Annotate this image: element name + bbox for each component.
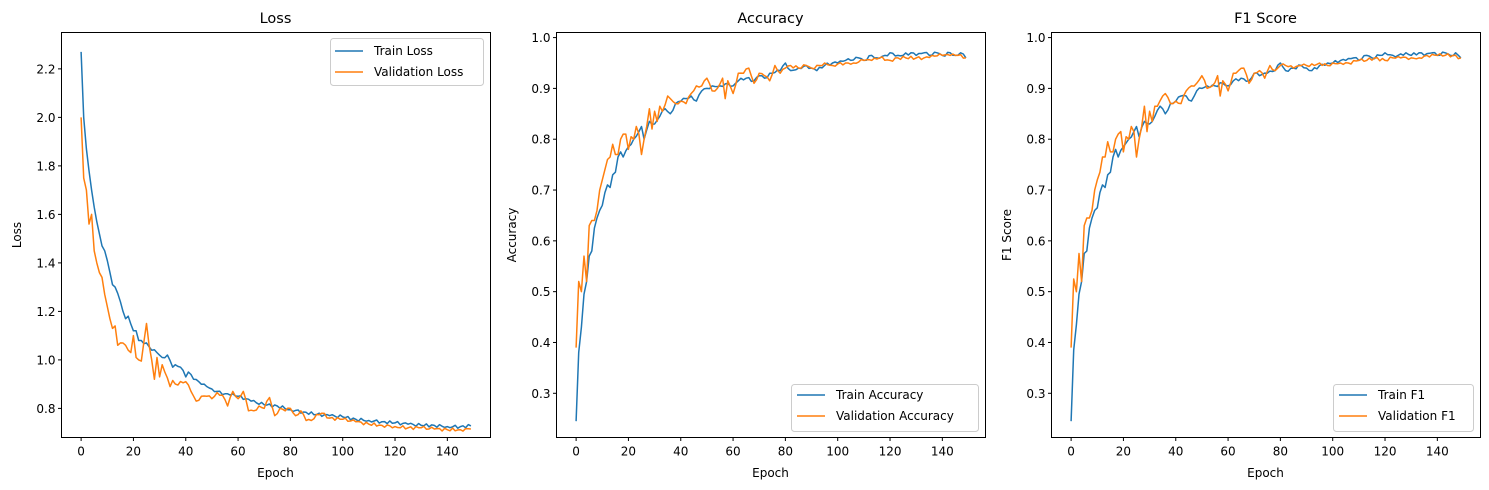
y-tick-label: 1.6 [36,208,55,222]
y-tick-label: 0.5 [1026,285,1045,299]
x-tick-label: 40 [178,445,193,459]
y-tick-label: 0.3 [1026,387,1045,401]
panel-title-f1: F1 Score [1234,11,1297,27]
loss-legend: Train Loss Validation Loss [330,38,484,86]
loss-legend-box [330,38,484,86]
y-tick-label: 0.8 [36,402,55,416]
x-tick-label: 0 [572,445,580,459]
f1-y-label: F1 Score [1000,209,1014,261]
x-tick-label: 60 [1220,445,1235,459]
y-tick-label: 1.0 [531,31,550,45]
panel-title-loss: Loss [260,11,292,27]
x-tick-label: 0 [1067,445,1075,459]
accuracy-y-ticks: 0.3 0.4 0.5 0.6 0.7 0.8 0.9 1.0 [531,31,557,401]
y-tick-label: 0.8 [1026,133,1045,147]
y-tick-label: 0.7 [1026,184,1045,198]
x-tick-label: 20 [126,445,141,459]
loss-legend-train-label: Train Loss [373,44,433,58]
x-tick-label: 140 [931,445,954,459]
f1-legend-val-label: Validation F1 [1378,409,1456,423]
f1-plot-area [1070,51,1462,422]
y-tick-label: 0.8 [531,133,550,147]
y-tick-label: 0.6 [1026,234,1045,248]
loss-y-ticks: 0.8 1.0 1.2 1.4 1.6 1.8 2.0 2.2 [36,62,62,416]
x-tick-label: 20 [1116,445,1131,459]
loss-y-label: Loss [10,222,24,248]
y-tick-label: 1.0 [1026,31,1045,45]
accuracy-legend-box [791,384,979,432]
y-tick-label: 0.6 [531,234,550,248]
loss-x-ticks: 0 20 40 60 80 100 120 140 [77,437,459,459]
y-tick-label: 1.0 [36,353,55,367]
x-tick-label: 140 [1426,445,1449,459]
x-tick-label: 60 [230,445,245,459]
accuracy-x-ticks: 0 20 40 60 80 100 120 140 [572,437,954,459]
y-tick-label: 1.2 [36,305,55,319]
y-tick-label: 0.4 [531,336,550,350]
series-line-train-loss [80,51,472,429]
y-tick-label: 0.7 [531,184,550,198]
panel-title-accuracy: Accuracy [737,11,804,27]
x-tick-label: 40 [673,445,688,459]
y-tick-label: 2.0 [36,111,55,125]
series-line-validation-loss [80,117,471,432]
series-line-train-f1 [1070,51,1462,422]
x-tick-label: 80 [778,445,793,459]
panel-accuracy: Accuracy 0 20 40 60 80 100 120 140 0.3 0.4 0.5 0.6… [505,11,986,480]
x-tick-label: 100 [826,445,849,459]
accuracy-y-label: Accuracy [505,208,519,263]
y-tick-label: 0.4 [1026,336,1045,350]
panel-f1-score: F1 Score 0 20 40 60 80 100 120 140 0.3 0.4 0.5 0.6… [1000,11,1481,480]
x-tick-label: 20 [621,445,636,459]
series-line-train-accuracy [575,51,967,422]
series-line-validation-accuracy [575,53,966,348]
y-tick-label: 0.9 [531,82,550,96]
f1-x-ticks: 0 20 40 60 80 100 120 140 [1067,437,1449,459]
loss-plot-area [80,51,472,432]
loss-axes-frame [61,32,491,438]
x-tick-label: 80 [1273,445,1288,459]
y-tick-label: 0.3 [531,387,550,401]
loss-legend-val-label: Validation Loss [374,65,463,79]
x-tick-label: 100 [331,445,354,459]
f1-legend-train-label: Train F1 [1377,388,1425,402]
accuracy-plot-area [575,51,967,422]
accuracy-legend: Train Accuracy Validation Accuracy [791,384,979,432]
y-tick-label: 1.4 [36,256,55,270]
x-tick-label: 100 [1321,445,1344,459]
x-tick-label: 120 [1374,445,1397,459]
y-tick-label: 0.5 [531,285,550,299]
x-tick-label: 120 [384,445,407,459]
y-tick-label: 1.8 [36,159,55,173]
f1-y-ticks: 0.3 0.4 0.5 0.6 0.7 0.8 0.9 1.0 [1026,31,1052,401]
panel-loss: Loss 0 20 40 60 80 100 120 140 0.8 1.0 1.2 1.4 1.6 1… [10,11,491,480]
x-tick-label: 60 [725,445,740,459]
y-tick-label: 2.2 [36,62,55,76]
x-tick-label: 0 [77,445,85,459]
loss-x-label: Epoch [257,466,294,480]
series-line-validation-f1 [1070,53,1462,348]
x-tick-label: 40 [1168,445,1183,459]
x-tick-label: 140 [436,445,459,459]
f1-axes-frame [1051,32,1481,438]
f1-x-label: Epoch [1247,466,1284,480]
accuracy-x-label: Epoch [752,466,789,480]
f1-legend-box [1333,384,1474,432]
accuracy-legend-train-label: Train Accuracy [835,388,923,402]
x-tick-label: 80 [283,445,298,459]
f1-legend: Train F1 Validation F1 [1333,384,1474,432]
accuracy-legend-val-label: Validation Accuracy [836,409,954,423]
accuracy-axes-frame [556,32,986,438]
y-tick-label: 0.9 [1026,82,1045,96]
x-tick-label: 120 [879,445,902,459]
